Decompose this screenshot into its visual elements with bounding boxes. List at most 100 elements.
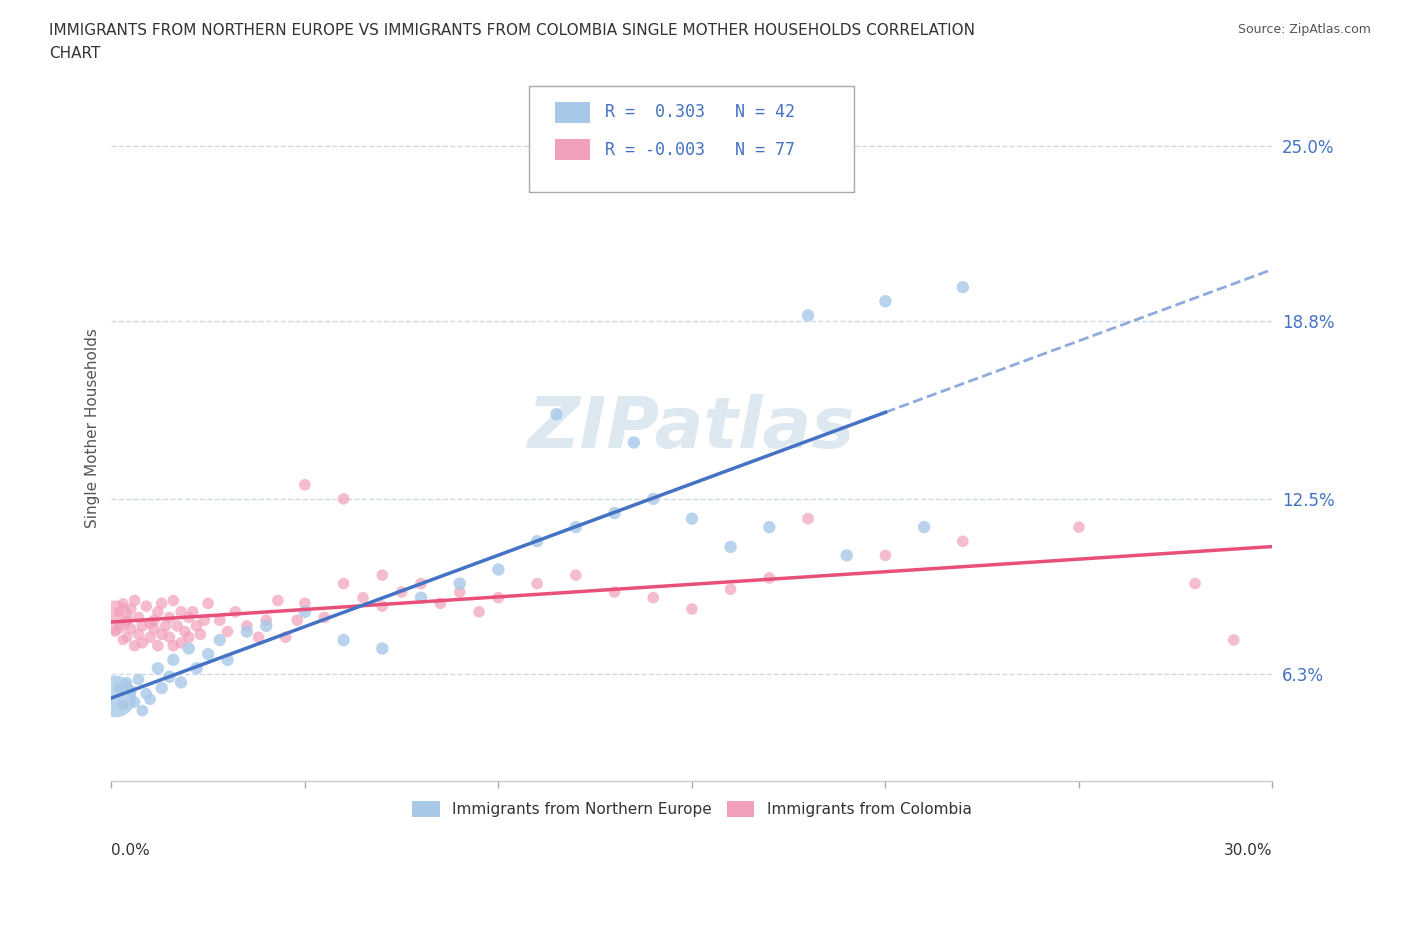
Point [139, 630, 162, 644]
Bar [555, 139, 589, 160]
Point [565, 567, 588, 582]
Point [111, 698, 134, 712]
Point [162, 593, 184, 608]
Point [143, 613, 166, 628]
Point [159, 630, 181, 644]
Point [124, 593, 146, 608]
Text: ZIPatlas: ZIPatlas [529, 393, 856, 463]
Point [449, 585, 471, 600]
Point [124, 695, 146, 710]
Point [170, 635, 193, 650]
Bar [555, 101, 589, 123]
Point [128, 610, 150, 625]
Point [758, 520, 780, 535]
Point [409, 591, 432, 605]
Point [131, 618, 153, 633]
Point [108, 618, 131, 633]
Point [170, 675, 193, 690]
Point [124, 638, 146, 653]
Point [190, 627, 212, 642]
Point [681, 512, 703, 526]
Point [643, 491, 665, 506]
Point [267, 593, 290, 608]
Point [174, 624, 197, 639]
Point [224, 604, 246, 619]
Point [603, 585, 626, 600]
Point [352, 591, 374, 605]
Point [131, 635, 153, 650]
Point [197, 596, 219, 611]
Point [603, 506, 626, 521]
Text: R = -0.003   N = 77: R = -0.003 N = 77 [605, 140, 794, 158]
Point [952, 280, 974, 295]
Text: CHART: CHART [49, 46, 101, 61]
Text: Source: ZipAtlas.com: Source: ZipAtlas.com [1237, 23, 1371, 36]
Point [285, 613, 308, 628]
Point [128, 672, 150, 687]
Point [120, 621, 142, 636]
Point [120, 684, 142, 698]
Point [875, 548, 897, 563]
Point [546, 406, 568, 421]
Point [912, 520, 935, 535]
Point [254, 613, 277, 628]
Point [208, 632, 231, 647]
Point [449, 577, 471, 591]
Point [294, 477, 316, 492]
Point [146, 661, 169, 676]
Point [177, 610, 200, 625]
Point [217, 652, 239, 667]
Point [150, 681, 173, 696]
Text: 30.0%: 30.0% [1223, 844, 1272, 858]
Point [294, 596, 316, 611]
Point [135, 599, 157, 614]
Text: IMMIGRANTS FROM NORTHERN EUROPE VS IMMIGRANTS FROM COLOMBIA SINGLE MOTHER HOUSEH: IMMIGRANTS FROM NORTHERN EUROPE VS IMMIG… [49, 23, 976, 38]
Point [681, 602, 703, 617]
Point [643, 591, 665, 605]
Point [835, 548, 858, 563]
Point [162, 638, 184, 653]
Y-axis label: Single Mother Households: Single Mother Households [86, 328, 100, 528]
Text: R =  0.303   N = 42: R = 0.303 N = 42 [605, 103, 794, 121]
Point [314, 610, 336, 625]
Point [294, 604, 316, 619]
Point [720, 582, 742, 597]
Point [177, 630, 200, 644]
Point [162, 652, 184, 667]
Point [429, 596, 451, 611]
Point [1184, 577, 1206, 591]
Point [186, 661, 208, 676]
Point [875, 294, 897, 309]
Legend: Immigrants from Northern Europe, Immigrants from Colombia: Immigrants from Northern Europe, Immigra… [406, 795, 977, 823]
Point [274, 630, 297, 644]
Point [108, 604, 131, 619]
Point [797, 512, 820, 526]
Point [332, 632, 354, 647]
Point [155, 618, 177, 633]
Point [115, 630, 138, 644]
Point [247, 630, 270, 644]
Point [797, 308, 820, 323]
Point [623, 435, 645, 450]
Point [146, 604, 169, 619]
Point [104, 689, 127, 704]
Point [186, 618, 208, 633]
Point [108, 681, 131, 696]
Point [111, 632, 134, 647]
Point [193, 613, 215, 628]
Point [181, 604, 204, 619]
Point [115, 675, 138, 690]
Point [177, 641, 200, 656]
Point [120, 602, 142, 617]
Point [128, 627, 150, 642]
Point [150, 627, 173, 642]
Point [1222, 632, 1244, 647]
Point [332, 491, 354, 506]
Point [1067, 520, 1090, 535]
Point [104, 610, 127, 625]
FancyBboxPatch shape [530, 86, 855, 192]
Point [565, 520, 588, 535]
Point [104, 624, 127, 639]
Point [197, 646, 219, 661]
Point [150, 596, 173, 611]
